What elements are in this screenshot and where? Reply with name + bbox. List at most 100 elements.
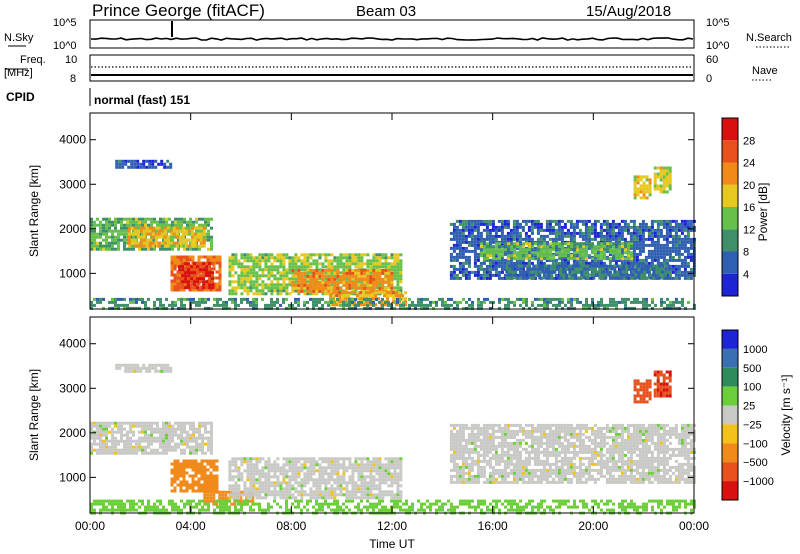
echo-cell	[632, 219, 636, 223]
echo-cell	[192, 220, 195, 224]
echo-cell	[234, 253, 238, 257]
echo-cell	[213, 297, 216, 301]
echo-cell	[315, 289, 319, 293]
echo-cell	[198, 448, 201, 452]
echo-cell	[120, 220, 123, 224]
echo-cell	[156, 306, 159, 310]
echo-cell	[641, 243, 645, 247]
echo-cell	[157, 244, 161, 248]
echo-cell	[300, 262, 304, 266]
power-echo-region	[178, 262, 215, 290]
echo-cell	[90, 238, 93, 242]
echo-cell	[353, 291, 357, 295]
echo-cell	[190, 277, 194, 281]
echo-cell	[488, 231, 492, 235]
echo-cell	[452, 228, 456, 232]
echo-cell	[255, 292, 259, 296]
echo-cell	[529, 276, 533, 280]
echo-cell	[318, 300, 321, 304]
echo-cell	[482, 237, 486, 241]
echo-cell	[300, 286, 304, 290]
echo-cell	[300, 274, 304, 278]
echo-cell	[686, 228, 690, 232]
echo-cell	[108, 247, 111, 251]
echo-cell	[570, 306, 573, 310]
echo-cell	[618, 300, 621, 304]
echo-cell	[522, 248, 526, 252]
freq-panel-frame	[89, 54, 695, 82]
echo-cell	[398, 291, 402, 295]
echo-cell	[588, 254, 592, 258]
echo-cell	[565, 273, 569, 277]
echo-cell	[494, 258, 498, 262]
echo-cell	[646, 270, 650, 274]
echo-cell	[659, 219, 663, 223]
echo-cell	[548, 219, 552, 223]
echo-cell	[183, 306, 186, 310]
echo-cell	[612, 303, 615, 307]
echo-cell	[127, 244, 131, 248]
echo-cell	[90, 303, 93, 307]
echo-cell	[237, 490, 241, 494]
echo-cell	[175, 229, 179, 233]
echo-cell	[435, 300, 438, 304]
echo-cell	[176, 459, 180, 463]
echo-cell	[617, 228, 621, 232]
echo-cell	[587, 234, 591, 238]
echo-cell	[90, 232, 93, 236]
echo-cell	[518, 231, 522, 235]
echo-cell	[231, 274, 235, 278]
echo-cell	[634, 264, 638, 268]
echo-cell	[173, 474, 177, 478]
echo-cell	[315, 283, 319, 287]
echo-cell	[115, 159, 119, 163]
echo-cell	[126, 436, 129, 440]
echo-cell	[515, 258, 519, 262]
echo-cell	[204, 217, 207, 221]
echo-cell	[560, 234, 564, 238]
echo-cell	[234, 292, 238, 296]
echo-cell	[556, 267, 560, 271]
echo-cell	[585, 251, 589, 255]
echo-cell	[517, 264, 521, 268]
echo-cell	[643, 264, 647, 268]
echo-cell	[476, 240, 480, 244]
echo-cell	[464, 240, 468, 244]
echo-cell	[324, 300, 327, 304]
echo-cell	[336, 283, 340, 287]
echo-cell	[194, 480, 198, 484]
echo-cell	[234, 487, 238, 491]
echo-cell	[93, 303, 96, 307]
echo-cell	[572, 246, 576, 250]
echo-cell	[175, 235, 179, 239]
echo-cell	[485, 273, 489, 277]
echo-cell	[90, 436, 93, 440]
echo-cell	[261, 466, 265, 470]
echo-cell	[196, 268, 200, 272]
echo-cell	[132, 430, 135, 434]
echo-cell	[360, 300, 363, 304]
echo-cell	[181, 280, 185, 284]
echo-cell	[664, 270, 668, 274]
echo-cell	[225, 303, 228, 307]
echo-cell	[300, 283, 304, 287]
echo-cell	[309, 256, 313, 260]
echo-cell	[191, 480, 195, 484]
echo-cell	[539, 228, 543, 232]
echo-cell	[395, 294, 399, 298]
echo-cell	[623, 258, 627, 262]
echo-cell	[170, 489, 174, 493]
echo-cell	[530, 225, 534, 229]
echo-cell	[613, 270, 617, 274]
echo-cell	[330, 253, 334, 257]
echo-cell	[148, 226, 152, 230]
power-echo-region	[127, 226, 206, 248]
echo-cell	[163, 232, 167, 236]
echo-cell	[294, 256, 298, 260]
echo-cell	[129, 223, 132, 227]
echo-cell	[264, 253, 268, 257]
echo-cell	[282, 475, 286, 479]
echo-cell	[339, 262, 343, 266]
echo-cell	[566, 234, 570, 238]
echo-cell	[515, 261, 519, 265]
